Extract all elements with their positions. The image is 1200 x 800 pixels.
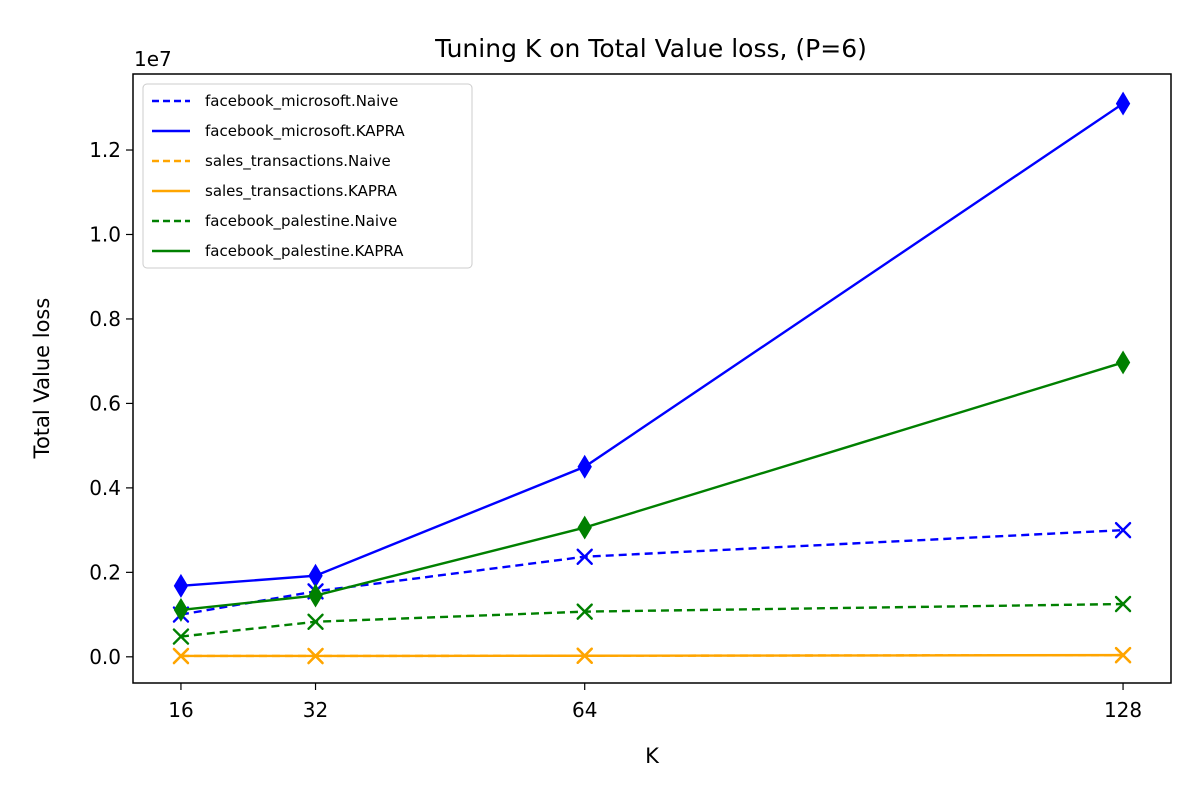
- y-tick-label: 0.2: [89, 560, 121, 584]
- legend-label: sales_transactions.KAPRA: [205, 182, 398, 201]
- data-point: [307, 613, 324, 630]
- legend-label: facebook_microsoft.Naive: [205, 92, 398, 111]
- y-axis-label: Total Value loss: [30, 298, 54, 460]
- y-tick-label: 0.4: [89, 476, 121, 500]
- data-point: [307, 647, 324, 665]
- x-tick-label: 128: [1104, 698, 1142, 722]
- x-axis-label: K: [645, 744, 660, 768]
- series-facebook-microsoft-kapra: [173, 91, 1131, 598]
- series-layer: [172, 91, 1132, 665]
- legend-label: facebook_palestine.KAPRA: [205, 242, 404, 261]
- legend-entry: sales_transactions.KAPRA: [152, 182, 398, 201]
- data-point: [1115, 91, 1131, 116]
- y-tick-label: 0.0: [89, 645, 121, 669]
- x-tick-label: 64: [572, 698, 597, 722]
- legend-entry: facebook_microsoft.Naive: [152, 92, 398, 111]
- series-line: [180, 602, 1124, 638]
- legend-entry: sales_transactions.Naive: [152, 152, 391, 171]
- legend-entry: facebook_palestine.Naive: [152, 212, 397, 231]
- data-point: [1114, 521, 1132, 539]
- series-line: [180, 102, 1124, 588]
- series-sales-transactions-kapra: [172, 646, 1132, 665]
- legend-entry: facebook_microsoft.KAPRA: [152, 122, 405, 141]
- data-point: [172, 628, 190, 645]
- data-point: [577, 454, 592, 479]
- x-tick-label: 32: [303, 698, 328, 722]
- data-point: [1115, 350, 1131, 375]
- y-tick-label: 0.6: [89, 391, 121, 415]
- legend-label: facebook_microsoft.KAPRA: [205, 122, 405, 141]
- series-facebook-palestine-naive: [172, 595, 1132, 645]
- y-tick-label: 0.8: [89, 307, 121, 331]
- data-point: [576, 647, 593, 664]
- data-point: [577, 515, 592, 540]
- series-facebook-palestine-kapra: [173, 350, 1131, 622]
- data-point: [172, 647, 190, 665]
- data-point: [576, 548, 593, 565]
- legend-label: facebook_palestine.Naive: [205, 212, 397, 231]
- x-axis-ticks: 16 32 64 128: [168, 683, 1142, 722]
- data-point: [173, 573, 189, 598]
- y-axis-ticks: 0.0 0.2 0.4 0.6 0.8 1.0 1.2: [89, 138, 133, 669]
- y-tick-label: 1.0: [89, 222, 121, 246]
- x-tick-label: 16: [168, 698, 193, 722]
- series-line: [180, 361, 1124, 612]
- data-point: [173, 597, 189, 622]
- data-point: [308, 583, 323, 608]
- data-point: [1114, 646, 1132, 664]
- y-tick-label: 1.2: [89, 138, 121, 162]
- legend-box: [142, 83, 473, 269]
- legend-label: sales_transactions.Naive: [205, 152, 391, 171]
- series-line: [180, 653, 1124, 658]
- legend-items: facebook_microsoft.Naive facebook_microso…: [152, 92, 405, 261]
- chart-title: Tuning K on Total Value loss, (P=6): [434, 34, 867, 63]
- legend-entry: facebook_palestine.KAPRA: [152, 242, 404, 261]
- legend: facebook_microsoft.Naive facebook_microso…: [142, 83, 473, 269]
- y-offset-label: 1e7: [134, 47, 172, 71]
- data-point: [1114, 595, 1132, 613]
- data-point: [576, 603, 593, 620]
